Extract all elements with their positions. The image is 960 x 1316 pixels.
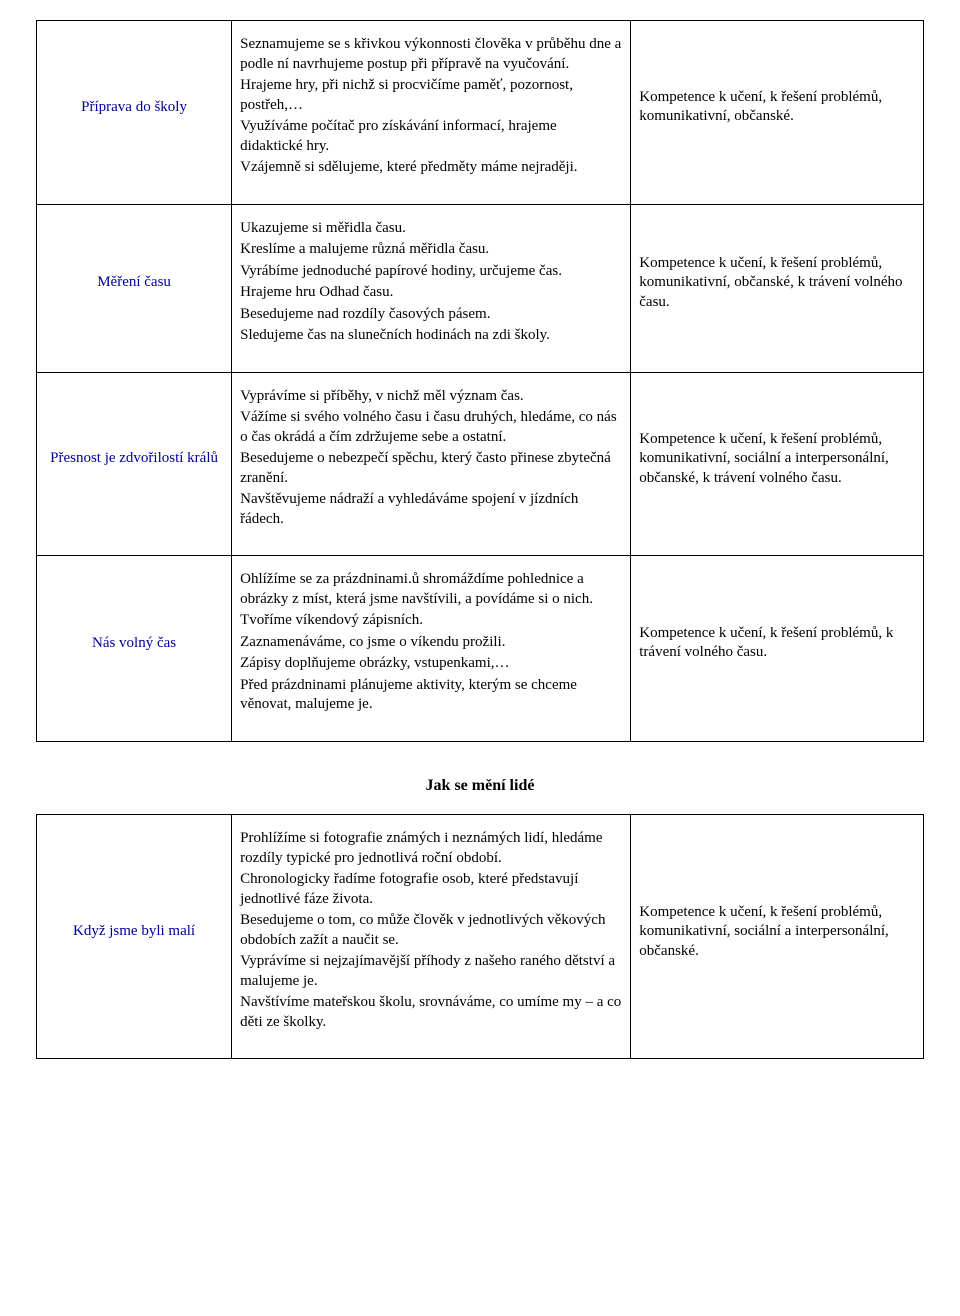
topic-cell: Příprava do školy [37, 21, 232, 205]
section-heading: Jak se mění lidé [36, 776, 924, 797]
table-row: Když jsme byli malí Prohlížíme si fotogr… [37, 815, 924, 1059]
curriculum-table-2: Když jsme byli malí Prohlížíme si fotogr… [36, 814, 924, 1059]
competences-cell: Kompetence k učení, k řešení problémů, k… [631, 21, 924, 205]
table-row: Přesnost je zdvořilostí králů Vyprávíme … [37, 372, 924, 556]
activities-cell: Vyprávíme si příběhy, v nichž měl význam… [232, 372, 631, 556]
activity-text: Vyprávíme si nejzajímavější příhody z na… [240, 952, 622, 991]
activity-text: Hrajeme hru Odhad času. [240, 283, 622, 303]
activity-text: Navštívíme mateřskou školu, srovnáváme, … [240, 993, 622, 1032]
competences-cell: Kompetence k učení, k řešení problémů, k… [631, 204, 924, 372]
topic-cell: Když jsme byli malí [37, 815, 232, 1059]
topic-cell: Přesnost je zdvořilostí králů [37, 372, 232, 556]
activity-text: Besedujeme o tom, co může člověk v jedno… [240, 911, 622, 950]
activities-cell: Ukazujeme si měřidla času. Kreslíme a ma… [232, 204, 631, 372]
competences-cell: Kompetence k učení, k řešení problémů, k… [631, 556, 924, 742]
topic-cell: Měření času [37, 204, 232, 372]
activity-text: Ohlížíme se za prázdninami.ů shromáždíme… [240, 570, 622, 609]
activity-text: Zaznamenáváme, co jsme o víkendu prožili… [240, 633, 622, 653]
activity-text: Chronologicky řadíme fotografie osob, kt… [240, 870, 622, 909]
activity-text: Kreslíme a malujeme různá měřidla času. [240, 240, 622, 260]
activities-cell: Seznamujeme se s křivkou výkonnosti člov… [232, 21, 631, 205]
activity-text: Prohlížíme si fotografie známých i nezná… [240, 829, 622, 868]
activity-text: Hrajeme hry, při nichž si procvičíme pam… [240, 76, 622, 115]
competences-cell: Kompetence k učení, k řešení problémů, k… [631, 372, 924, 556]
activity-text: Ukazujeme si měřidla času. [240, 219, 622, 239]
activity-text: Seznamujeme se s křivkou výkonnosti člov… [240, 35, 622, 74]
activity-text: Besedujeme o nebezpečí spěchu, který čas… [240, 449, 622, 488]
activity-text: Využíváme počítač pro získávání informac… [240, 117, 622, 156]
activities-cell: Ohlížíme se za prázdninami.ů shromáždíme… [232, 556, 631, 742]
activity-text: Tvoříme víkendový zápisních. [240, 611, 622, 631]
table-row: Měření času Ukazujeme si měřidla času. K… [37, 204, 924, 372]
activity-text: Vážíme si svého volného času i času druh… [240, 408, 622, 447]
activity-text: Vyrábíme jednoduché papírové hodiny, urč… [240, 262, 622, 282]
activity-text: Před prázdninami plánujeme aktivity, kte… [240, 676, 622, 715]
competences-cell: Kompetence k učení, k řešení problémů, k… [631, 815, 924, 1059]
activity-text: Besedujeme nad rozdíly časových pásem. [240, 305, 622, 325]
activity-text: Vzájemně si sdělujeme, které předměty má… [240, 158, 622, 178]
activity-text: Navštěvujeme nádraží a vyhledáváme spoje… [240, 490, 622, 529]
activity-text: Sledujeme čas na slunečních hodinách na … [240, 326, 622, 346]
activity-text: Vyprávíme si příběhy, v nichž měl význam… [240, 387, 622, 407]
activity-text: Zápisy doplňujeme obrázky, vstupenkami,… [240, 654, 622, 674]
topic-cell: Nás volný čas [37, 556, 232, 742]
table-row: Příprava do školy Seznamujeme se s křivk… [37, 21, 924, 205]
curriculum-table-1: Příprava do školy Seznamujeme se s křivk… [36, 20, 924, 742]
activities-cell: Prohlížíme si fotografie známých i nezná… [232, 815, 631, 1059]
table-row: Nás volný čas Ohlížíme se za prázdninami… [37, 556, 924, 742]
